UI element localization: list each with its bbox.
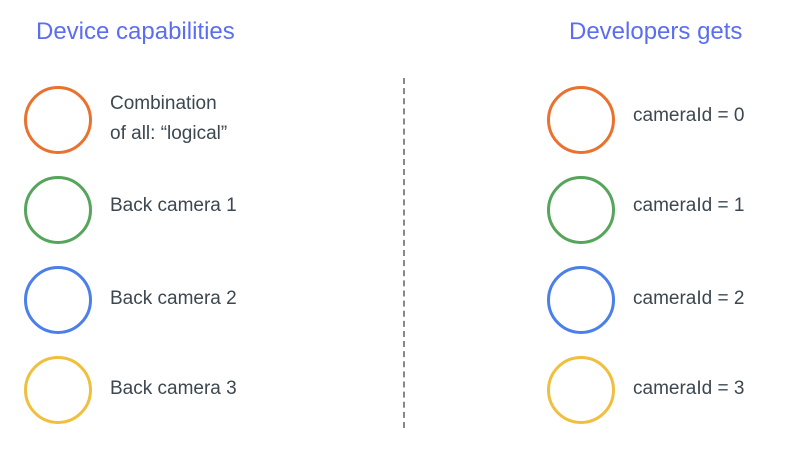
label-logical: Combination of all: “logical”: [110, 89, 227, 149]
camera-circle-logical: [24, 86, 92, 154]
label-line: of all: “logical”: [110, 123, 228, 144]
label-camera-id-3: cameraId = 3: [633, 378, 745, 399]
label-camera-id-1: cameraId = 1: [633, 195, 745, 216]
camera-circle-back-2: [24, 266, 92, 334]
label-line: Combination: [110, 93, 217, 114]
label-back-camera-1: Back camera 1: [110, 195, 237, 216]
camera-id-circle-1: [547, 176, 615, 244]
dashed-divider: [403, 78, 405, 428]
label-back-camera-2: Back camera 2: [110, 288, 237, 309]
label-camera-id-2: cameraId = 2: [633, 288, 745, 309]
camera-circle-back-3: [24, 356, 92, 424]
camera-id-circle-2: [547, 266, 615, 334]
camera-id-circle-3: [547, 356, 615, 424]
right-title: Developers gets: [569, 18, 743, 45]
left-title: Device capabilities: [36, 18, 235, 45]
label-back-camera-3: Back camera 3: [110, 378, 237, 399]
camera-circle-back-1: [24, 176, 92, 244]
label-camera-id-0: cameraId = 0: [633, 105, 745, 126]
camera-id-circle-0: [547, 86, 615, 154]
